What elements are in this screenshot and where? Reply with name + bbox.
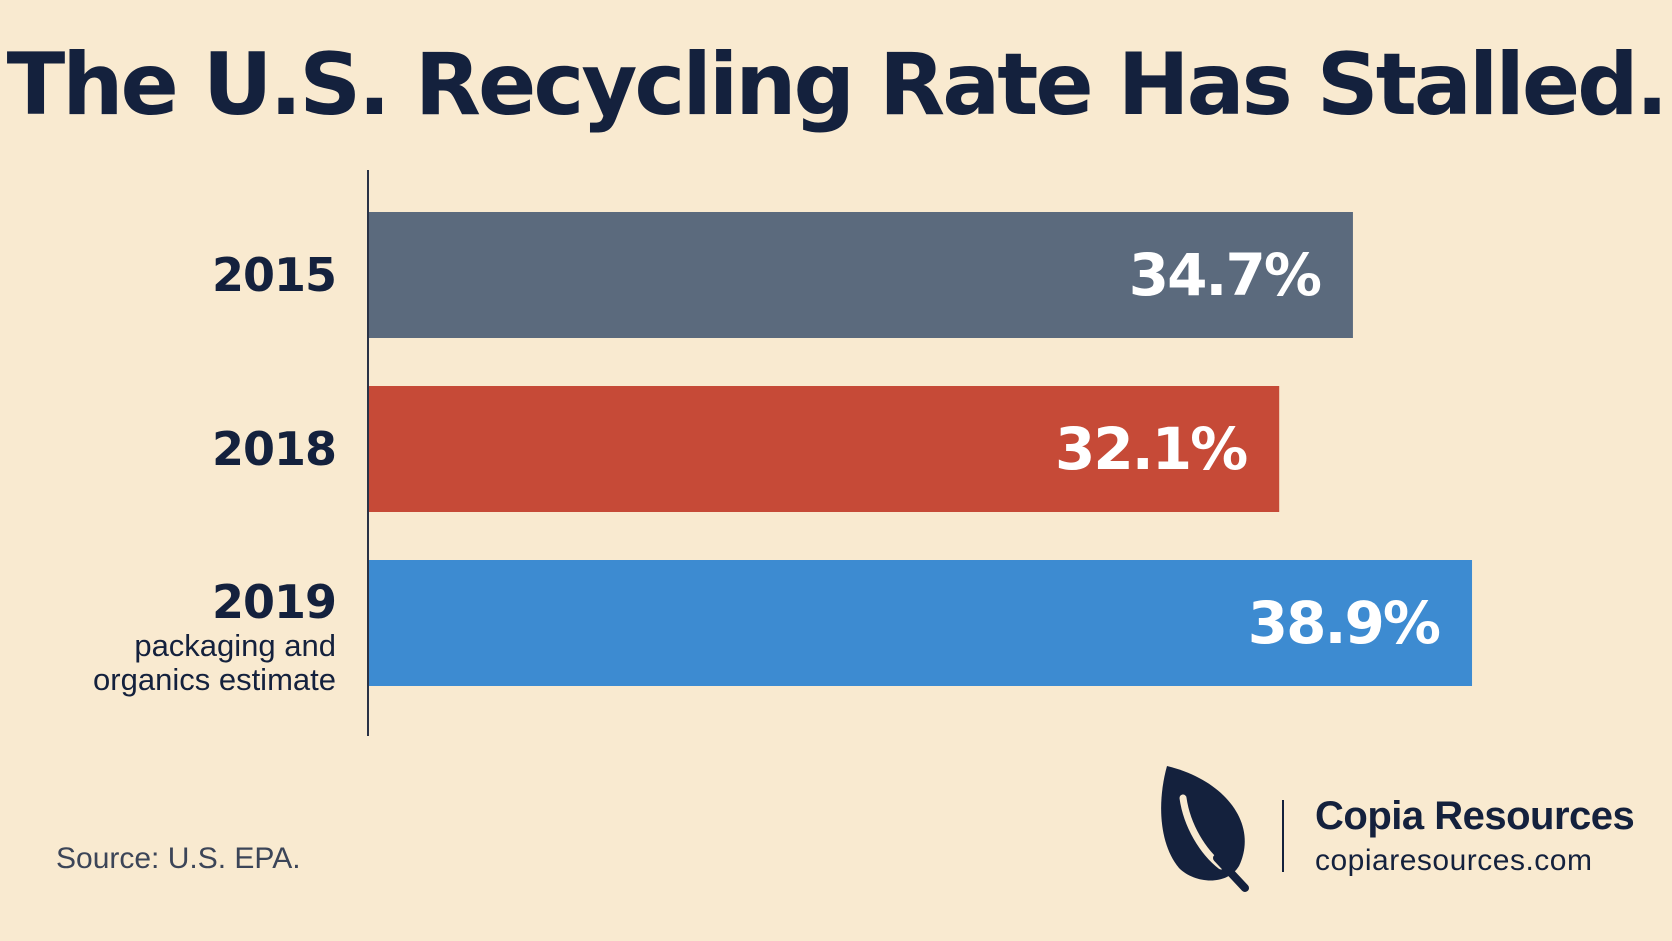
category-label-2015: 2015: [212, 248, 336, 302]
value-label-2019: 38.9%: [1248, 589, 1440, 657]
category-note: packaging and organics estimate: [93, 628, 336, 697]
leaf-icon: [1161, 766, 1249, 892]
brand-block[interactable]: Copia Resources copiaresources.com: [1155, 762, 1635, 892]
chart-title: The U.S. Recycling Rate Has Stalled.: [6, 35, 1669, 135]
brand-divider: [1282, 800, 1284, 872]
bar-2015: [369, 212, 1353, 338]
brand-name: Copia Resources: [1315, 794, 1635, 838]
value-label-2018: 32.1%: [1055, 415, 1247, 483]
bar-2018: [369, 386, 1280, 512]
brand-url[interactable]: copiaresources.com: [1315, 844, 1593, 877]
category-label-2018: 2018: [212, 422, 336, 476]
bar-2019: [369, 560, 1473, 686]
category-label-2019: 2019: [212, 575, 336, 629]
source-note: Source: U.S. EPA.: [56, 842, 301, 875]
value-label-2015: 34.7%: [1129, 241, 1321, 309]
